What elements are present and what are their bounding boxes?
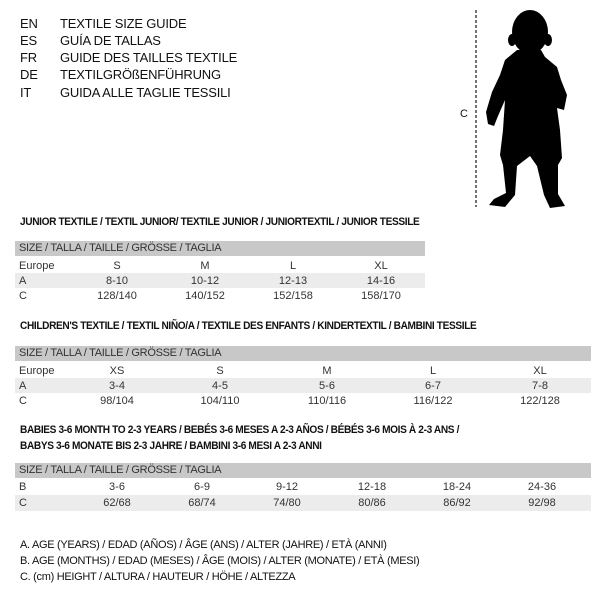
- table-row: C 62/68 68/74 74/80 80/86 86/92 92/98: [15, 495, 591, 511]
- cell: 62/68: [103, 497, 131, 509]
- lang-it: IT GUIDA ALLE TAGLIE TESSILI: [20, 85, 231, 100]
- lang-text: GUIDE DES TAILLES TEXTILE: [60, 50, 238, 65]
- cell: 9-12: [275, 481, 299, 493]
- cell: 128/140: [97, 290, 137, 302]
- lang-fr: FR GUIDE DES TAILLES TEXTILE: [20, 50, 237, 65]
- row-label: C: [19, 290, 27, 302]
- row-label: B: [19, 481, 27, 493]
- cell: S: [113, 260, 121, 272]
- cell: 14-16: [366, 275, 396, 287]
- lang-code: DE: [20, 67, 38, 82]
- babies-title-line2: BABYS 3-6 MONATE BIS 2-3 JAHRE / BAMBINI…: [20, 440, 322, 452]
- lang-text: GUÍA DE TALLAS: [60, 33, 161, 48]
- cell: XS: [109, 365, 125, 377]
- cell: 110/116: [307, 395, 347, 407]
- cell: M: [322, 365, 332, 377]
- children-size-table: SIZE / TALLA / TAILLE / GRÖSSE / TAGLIA …: [15, 346, 591, 408]
- cell: 5-6: [319, 380, 335, 392]
- cell: 98/104: [100, 395, 134, 407]
- cell: 6-9: [194, 481, 210, 493]
- babies-title-line1: BABIES 3-6 MONTH TO 2-3 YEARS / BEBÉS 3-…: [20, 424, 460, 436]
- table-row: Europe XS S M L XL: [15, 363, 591, 378]
- table-header: SIZE / TALLA / TAILLE / GRÖSSE / TAGLIA: [15, 463, 591, 478]
- table-row: A 3-4 4-5 5-6 6-7 7-8: [15, 378, 591, 393]
- babies-size-table: SIZE / TALLA / TAILLE / GRÖSSE / TAGLIA …: [15, 463, 591, 511]
- cell: M: [200, 260, 210, 272]
- cell: S: [216, 365, 224, 377]
- cell: XL: [533, 365, 547, 377]
- lang-es: ES GUÍA DE TALLAS: [20, 33, 161, 48]
- row-label: C: [19, 395, 27, 407]
- legend-b: B. AGE (MONTHS) / EDAD (MESES) / ÂGE (MO…: [20, 555, 420, 567]
- cell: 74/80: [273, 497, 301, 509]
- cell: 116/122: [413, 395, 453, 407]
- lang-text: GUIDA ALLE TAGLIE TESSILI: [60, 85, 231, 100]
- cell: 158/170: [361, 290, 401, 302]
- child-silhouette-icon: [486, 10, 567, 208]
- cell: 18-24: [442, 481, 472, 493]
- cell: 3-6: [109, 481, 125, 493]
- table-row: Europe S M L XL: [15, 258, 425, 273]
- cell: 152/158: [273, 290, 313, 302]
- measure-label: C: [460, 108, 468, 120]
- table-header: SIZE / TALLA / TAILLE / GRÖSSE / TAGLIA: [15, 241, 425, 256]
- cell: 68/74: [188, 497, 216, 509]
- table-row: C 98/104 104/110 110/116 116/122 122/128: [15, 393, 591, 408]
- cell: L: [429, 365, 437, 377]
- cell: 80/86: [358, 497, 386, 509]
- row-label: Europe: [19, 365, 55, 377]
- cell: 3-4: [109, 380, 125, 392]
- junior-title: JUNIOR TEXTILE / TEXTIL JUNIOR/ TEXTILE …: [20, 216, 420, 228]
- table-row: C 128/140 140/152 152/158 158/170: [15, 288, 425, 303]
- lang-en: EN TEXTILE SIZE GUIDE: [20, 16, 187, 31]
- cell: 140/152: [185, 290, 225, 302]
- row-label: C: [19, 497, 27, 509]
- row-label: A: [19, 275, 27, 287]
- lang-code: EN: [20, 16, 38, 31]
- cell: 92/98: [528, 497, 556, 509]
- child-silhouette-figure: [475, 10, 567, 208]
- cell: 12-13: [278, 275, 308, 287]
- table-row: A 8-10 10-12 12-13 14-16: [15, 273, 425, 288]
- cell: 8-10: [105, 275, 129, 287]
- lang-text: TEXTILE SIZE GUIDE: [60, 16, 187, 31]
- junior-size-table: SIZE / TALLA / TAILLE / GRÖSSE / TAGLIA …: [15, 241, 425, 303]
- lang-text: TEXTILGRÖßENFÜHRUNG: [60, 67, 221, 82]
- table-row: B 3-6 6-9 9-12 12-18 18-24 24-36: [15, 479, 591, 495]
- cell: 7-8: [532, 380, 548, 392]
- table-header: SIZE / TALLA / TAILLE / GRÖSSE / TAGLIA: [15, 346, 591, 361]
- cell: 24-36: [527, 481, 557, 493]
- cell: 10-12: [190, 275, 220, 287]
- cell: XL: [374, 260, 388, 272]
- lang-code: FR: [20, 50, 37, 65]
- legend-c: C. (cm) HEIGHT / ALTURA / HAUTEUR / HÖHE…: [20, 571, 296, 583]
- row-label: Europe: [19, 260, 55, 272]
- children-title: CHILDREN'S TEXTILE / TEXTIL NIÑO/A / TEX…: [20, 320, 477, 332]
- cell: 12-18: [357, 481, 387, 493]
- cell: 4-5: [212, 380, 228, 392]
- legend-a: A. AGE (YEARS) / EDAD (AÑOS) / ÂGE (ANS)…: [20, 539, 387, 551]
- cell: 122/128: [520, 395, 560, 407]
- cell: L: [289, 260, 297, 272]
- cell: 6-7: [425, 380, 441, 392]
- lang-code: ES: [20, 33, 37, 48]
- lang-de: DE TEXTILGRÖßENFÜHRUNG: [20, 67, 221, 82]
- cell: 104/110: [200, 395, 240, 407]
- row-label: A: [19, 380, 27, 392]
- cell: 86/92: [443, 497, 471, 509]
- lang-code: IT: [20, 85, 32, 100]
